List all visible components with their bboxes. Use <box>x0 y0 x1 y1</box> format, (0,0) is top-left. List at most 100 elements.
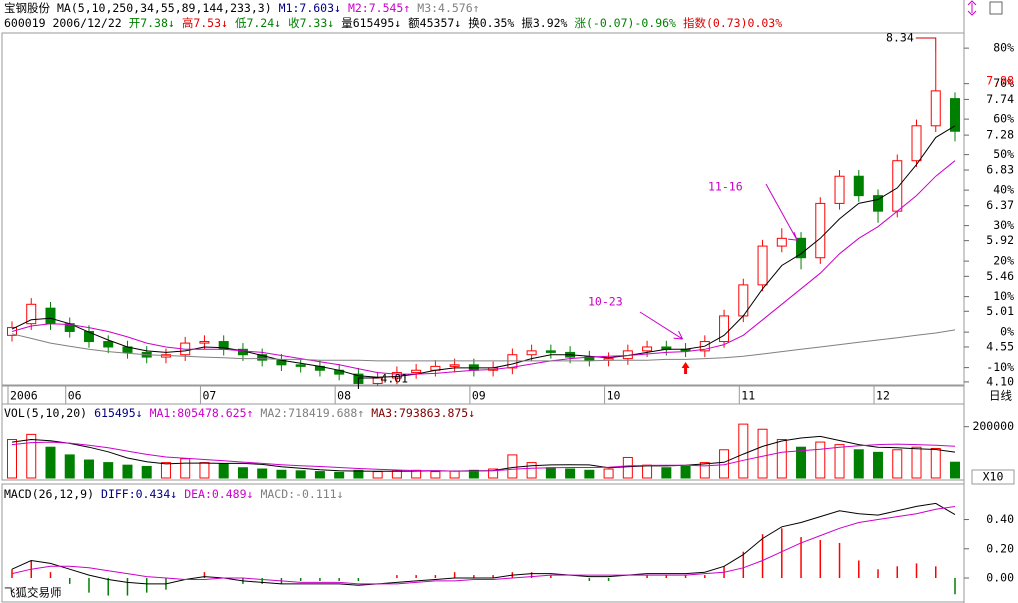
candle-body <box>257 354 268 361</box>
volume-bar <box>911 446 922 479</box>
legend-text: 高7.53↓ <box>181 16 228 30</box>
macd-legend: MACD(26,12,9) DIFF:0.434↓ DEA:0.489↓ MACD:-… <box>4 487 351 501</box>
x-tick-label: 07 <box>202 389 216 403</box>
volume-bar <box>141 465 152 479</box>
x-tick-label: 12 <box>876 389 890 403</box>
macd-panel <box>1 483 965 603</box>
volume-bar <box>796 446 807 479</box>
volume-bar <box>353 469 364 479</box>
legend-text: 涨(-0.07)-0.96% <box>574 16 676 30</box>
volume-bar <box>545 467 556 479</box>
volume-bar <box>430 471 441 479</box>
volume-bar <box>776 439 787 479</box>
volume-bar <box>334 471 345 479</box>
candle-body <box>449 364 460 367</box>
volume-bar <box>391 470 402 479</box>
low-label: 4.01 <box>380 372 408 386</box>
candle-body <box>526 350 537 356</box>
volume-bar <box>314 471 325 479</box>
y-tick-label: 0.20 <box>986 541 1014 555</box>
legend-text: 振3.92% <box>521 16 568 30</box>
y-tick-label: -10% <box>986 360 1014 374</box>
volume-ma-line <box>11 441 956 472</box>
legend-text: M3:4.576↑ <box>417 1 480 15</box>
candle-body <box>950 98 960 132</box>
candle-body <box>545 350 556 353</box>
signal-arrow <box>681 362 690 374</box>
volume-bar <box>853 449 864 479</box>
y-tick-label: 5.92 <box>986 233 1014 247</box>
scroll-icon[interactable] <box>967 0 977 16</box>
legend-text: 收7.33↓ <box>288 16 335 30</box>
unit-label: X10 <box>983 470 1004 484</box>
volume-bar <box>122 464 133 479</box>
candle-body <box>391 372 402 379</box>
volume-bar <box>507 454 518 479</box>
legend-text: MA(5,10,250,34,55,89,144,233,3) <box>57 1 272 15</box>
candle-body <box>411 369 422 374</box>
volume-bar <box>160 462 171 479</box>
volume-bar <box>950 461 960 479</box>
y-tick-label: 0.40 <box>986 512 1014 526</box>
legend-text: 量615495↓ <box>341 16 402 30</box>
volume-bar <box>815 441 826 479</box>
x-tick-label: 06 <box>68 389 82 403</box>
y-tick-label: 10% <box>993 289 1014 303</box>
candle-body <box>45 307 56 325</box>
y-tick-label: 4.10 <box>986 374 1014 388</box>
volume-legend: VOL(5,10,20) 615495↓ MA1:805478.625↑ MA2:71… <box>4 406 482 420</box>
candle-body <box>719 315 730 343</box>
legend-text: VOL(5,10,20) <box>4 406 88 420</box>
candle-body <box>199 341 210 344</box>
candle-body <box>796 237 807 259</box>
candle-body <box>776 237 787 247</box>
window-icon[interactable] <box>989 1 1003 15</box>
volume-bar <box>642 464 653 479</box>
candle-body <box>26 303 37 325</box>
legend-text: 615495↓ <box>94 406 143 420</box>
candle-body <box>295 364 306 367</box>
footer: 飞狐交易师 <box>4 586 62 600</box>
volume-bar <box>257 468 268 479</box>
y-tick-label: 30% <box>993 218 1014 232</box>
y-tick-label: 6.37 <box>986 198 1014 212</box>
candle-body <box>853 175 864 197</box>
volume-bar <box>7 439 17 479</box>
legend-text: 开7.38↓ <box>128 16 175 30</box>
ma-line <box>11 125 956 378</box>
y-tick-label: 80% <box>993 41 1014 55</box>
x-tick-label: 10 <box>607 389 621 403</box>
volume-bar <box>199 462 210 479</box>
volume-bar <box>64 454 75 479</box>
ma-line <box>11 329 956 362</box>
leader <box>357 377 379 389</box>
legend-text: 宝钢股份 <box>4 1 50 15</box>
diff-line <box>11 502 956 586</box>
volume-bar <box>584 469 595 479</box>
high-label: 8.34 <box>886 31 914 45</box>
y-tick-label: 20% <box>993 254 1014 268</box>
y-tick-label: 0.00 <box>986 571 1014 585</box>
annotation: 11-16 <box>708 180 743 194</box>
x-tick-label: 11 <box>741 389 755 403</box>
candle-body <box>103 341 114 348</box>
y-tick-label: 40% <box>993 183 1014 197</box>
volume-bar <box>622 456 633 479</box>
unit-box <box>971 469 1015 485</box>
volume-bar <box>180 458 191 479</box>
legend-text: MA3:793863.875↓ <box>371 406 476 420</box>
candle-body <box>834 175 845 204</box>
legend-text: MA2:718419.688↑ <box>260 406 365 420</box>
candle-body <box>892 160 903 212</box>
volume-bar <box>372 471 383 479</box>
volume-bar <box>218 463 229 479</box>
candle-body <box>642 346 653 352</box>
legend-text: MACD(26,12,9) <box>4 487 95 501</box>
y-tick-label: 200000 <box>972 419 1014 433</box>
legend-text: DIFF:0.434↓ <box>101 487 178 501</box>
legend-text: M1:7.603↓ <box>278 1 341 15</box>
y-tick-label: 5.46 <box>986 269 1014 283</box>
legend-text: M2:7.545↑ <box>347 1 411 15</box>
y-tick-label: 50% <box>993 147 1014 161</box>
